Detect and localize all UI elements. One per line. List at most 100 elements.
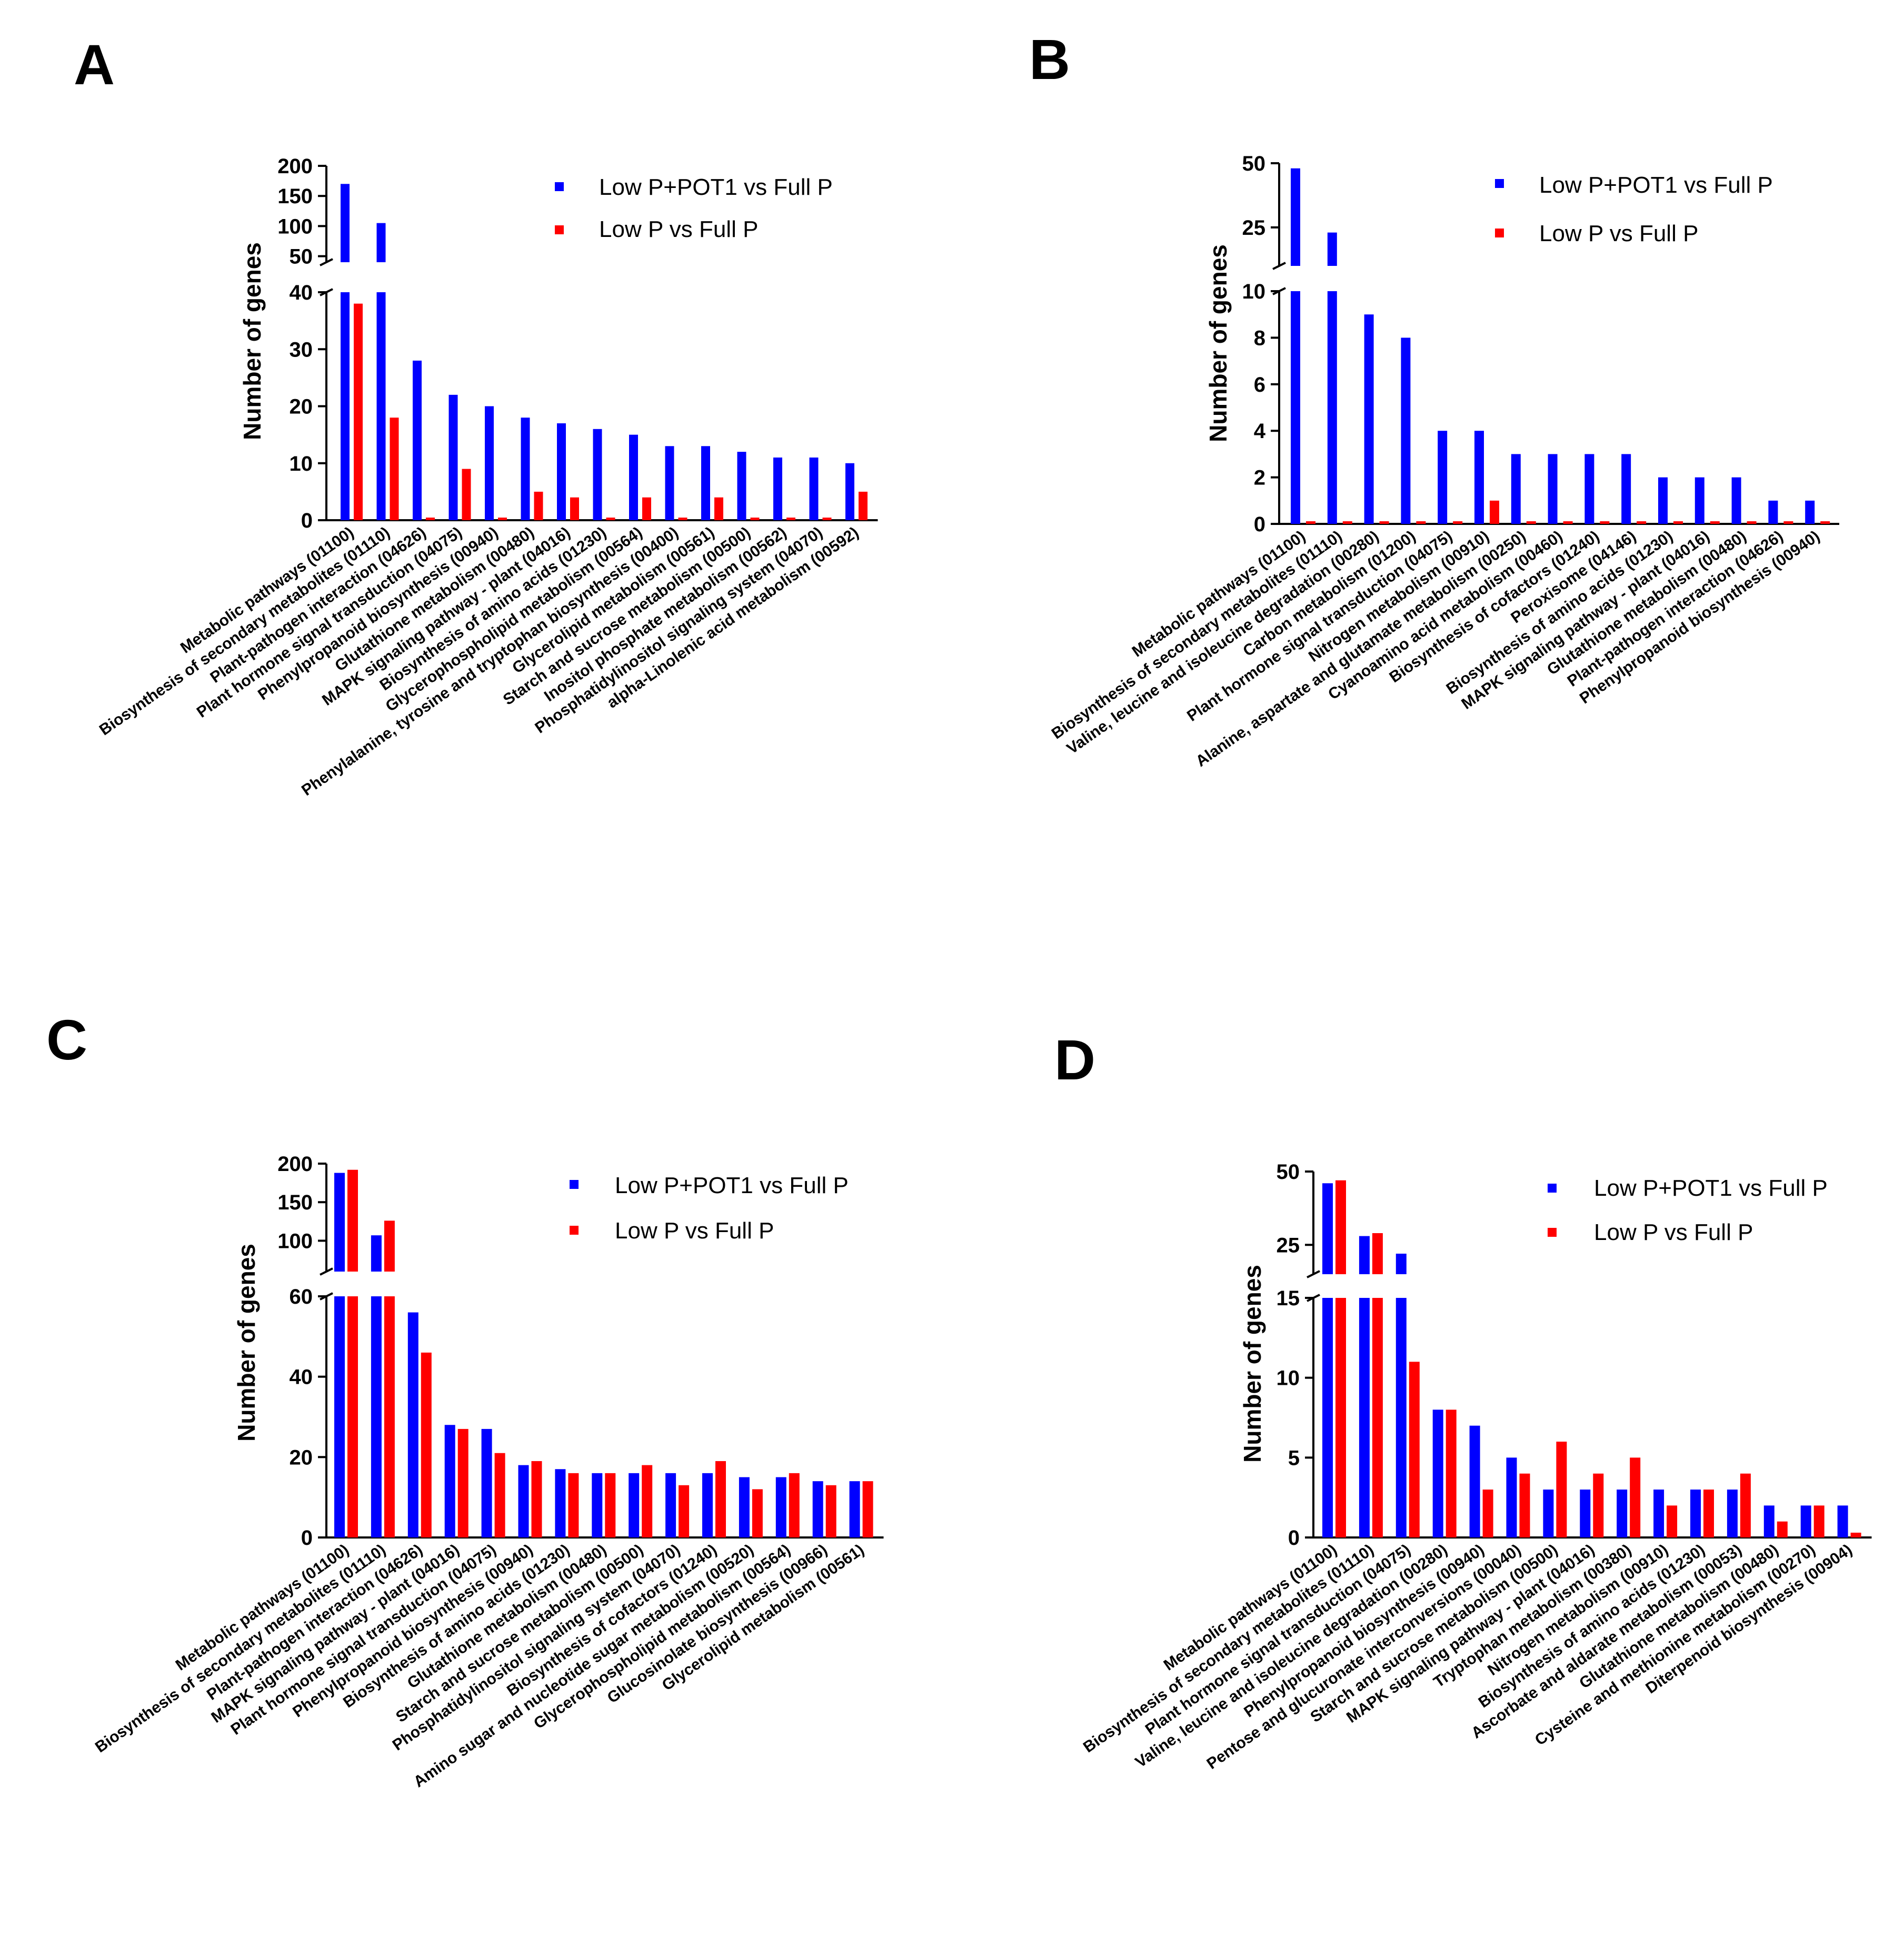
legend: Low P+POT1 vs Full P Low P vs Full P (555, 174, 833, 242)
legend-swatch-series-1 (1548, 1184, 1557, 1193)
y-axis-label: Number of genes (1239, 1265, 1266, 1463)
bar-low-p-pot1-5 (481, 1428, 492, 1537)
bar-low-p-2-upper (384, 1220, 395, 1272)
bar-low-p-pot1-11 (1690, 1490, 1701, 1537)
bar-low-p-6 (1519, 1473, 1530, 1537)
bar-low-p-13 (789, 1473, 800, 1537)
bar-low-p-pot1-1-upper (1291, 168, 1300, 266)
bar-low-p-pot1-9 (1617, 1490, 1628, 1537)
y-tick-label: 150 (277, 185, 313, 208)
axis-break-mark (1272, 262, 1286, 270)
bar-low-p-15 (1850, 1532, 1861, 1537)
y-tick-label: 30 (290, 338, 313, 361)
bar-low-p-pot1-1-upper (341, 184, 350, 262)
bar-low-p-12 (1710, 521, 1720, 524)
bar-low-p-pot1-6 (1506, 1457, 1517, 1537)
bar-low-p-9 (642, 497, 651, 520)
bar-low-p-pot1-12 (739, 1477, 750, 1537)
bar-low-p-pot1-1 (1322, 1298, 1333, 1537)
bar-low-p-4 (457, 1428, 468, 1537)
legend: Low P+POT1 vs Full P Low P vs Full P (570, 1173, 849, 1244)
bar-low-p-pot1-2 (371, 1296, 382, 1537)
chart-panel-d: Number of genes Low P+POT1 vs Full P Low… (1080, 1160, 1872, 1773)
y-tick-label: 50 (1277, 1160, 1300, 1184)
bar-low-p-pot1-13 (1763, 1505, 1775, 1537)
y-tick-label: 10 (290, 452, 313, 475)
bar-low-p-15 (1820, 521, 1830, 524)
bar-low-p-pot1-2-upper (376, 223, 386, 262)
bar-low-p-1 (1306, 521, 1315, 524)
x-category-labels: Metabolic pathways (01100)Biosynthesis o… (96, 524, 862, 799)
bar-low-p-9 (1630, 1457, 1641, 1537)
bar-low-p-2 (384, 1296, 395, 1537)
axis-break-mark (320, 1267, 333, 1276)
bar-low-p-1 (1335, 1298, 1346, 1537)
bar-low-p-pot1-12 (1727, 1490, 1738, 1537)
y-tick-label: 15 (1277, 1287, 1300, 1310)
bar-low-p-pot1-7 (555, 1469, 566, 1537)
axis-break-mark (1307, 1270, 1320, 1278)
bar-low-p-pot1-15 (1837, 1505, 1848, 1537)
legend: Low P+POT1 vs Full P Low P vs Full P (1548, 1175, 1828, 1245)
bar-low-p-pot1-2-upper (1359, 1236, 1370, 1274)
legend: Low P+POT1 vs Full P Low P vs Full P (1495, 172, 1773, 246)
y-axis-label: Number of genes (233, 1244, 260, 1442)
bar-low-p-9 (1600, 521, 1610, 524)
bar-low-p-pot1-11 (701, 446, 710, 520)
bar-low-p-11 (1703, 1490, 1714, 1537)
bar-low-p-pot1-3 (1395, 1298, 1407, 1537)
bar-low-p-13 (1747, 521, 1757, 524)
bar-low-p-1-upper (1335, 1180, 1346, 1274)
bar-low-p-7 (568, 1473, 579, 1537)
y-tick-label: 100 (277, 215, 313, 238)
bar-low-p-13 (1777, 1521, 1788, 1537)
bar-low-p-pot1-8 (1548, 454, 1558, 524)
bar-low-p-pot1-12 (737, 452, 746, 520)
bar-low-p-3 (421, 1352, 432, 1537)
bar-low-p-pot1-14 (809, 457, 819, 520)
bar-low-p-4 (1416, 521, 1426, 524)
bar-low-p-2-upper (1372, 1233, 1383, 1274)
bar-low-p-10 (678, 518, 687, 520)
bar-low-p-pot1-14 (812, 1481, 823, 1537)
bar-low-p-pot1-3 (413, 360, 422, 520)
bar-low-p-1-upper (347, 1169, 358, 1272)
bar-low-p-pot1-14 (1768, 500, 1778, 524)
bar-low-p-pot1-1 (334, 1296, 345, 1537)
bar-low-p-pot1-10 (1653, 1490, 1664, 1537)
bar-low-p-10 (679, 1485, 690, 1537)
axes: 0 10 20 30 40 50 100 150 200 (277, 155, 878, 532)
bar-low-p-pot1-7 (1543, 1490, 1554, 1537)
bars (341, 184, 868, 520)
bar-low-p-pot1-5 (1438, 431, 1448, 524)
bar-low-p-7 (1556, 1442, 1567, 1537)
legend-label-series-2: Low P vs Full P (1594, 1219, 1753, 1245)
legend-swatch-series-2 (570, 1226, 579, 1235)
bar-low-p-pot1-13 (1731, 477, 1741, 524)
bar-low-p-9 (642, 1465, 653, 1537)
bar-low-p-15 (859, 491, 868, 520)
legend-label-series-1: Low P+POT1 vs Full P (599, 174, 833, 200)
bar-low-p-pot1-2 (1327, 291, 1337, 524)
panel-label-d: D (1054, 1028, 1095, 1091)
y-tick-label: 0 (1288, 1526, 1300, 1550)
bar-low-p-4 (462, 469, 471, 520)
y-tick-label: 0 (1254, 513, 1265, 536)
legend-swatch-series-1 (570, 1180, 579, 1189)
y-tick-label: 2 (1254, 467, 1265, 490)
bar-low-p-pot1-7 (1511, 454, 1521, 524)
legend-label-series-2: Low P vs Full P (615, 1218, 774, 1244)
bar-low-p-pot1-1 (1291, 291, 1300, 524)
y-tick-label: 0 (301, 509, 313, 532)
bar-low-p-pot1-11 (702, 1473, 713, 1537)
bar-low-p-pot1-14 (1800, 1505, 1811, 1537)
x-category-labels: Metabolic pathways (01100)Biosynthesis o… (92, 1541, 868, 1791)
bar-low-p-pot1-6 (518, 1465, 529, 1537)
x-category-labels: Metabolic pathways (01100)Biosynthesis o… (1080, 1541, 1856, 1773)
y-tick-label: 5 (1288, 1446, 1300, 1470)
legend-swatch-series-2 (1548, 1228, 1557, 1237)
bar-low-p-13 (786, 518, 795, 520)
bar-low-p-pot1-8 (593, 429, 602, 520)
axes: 0 2 4 6 8 10 25 50 (1242, 152, 1839, 536)
